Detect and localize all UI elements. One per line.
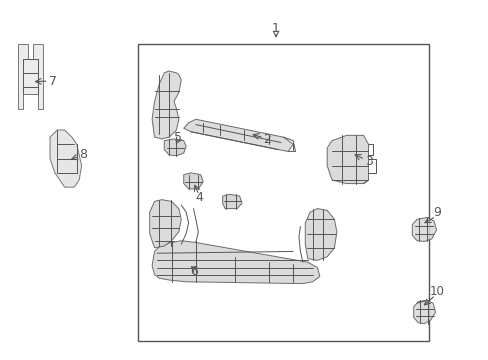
Polygon shape [326,135,368,184]
Polygon shape [149,200,181,248]
Polygon shape [50,130,81,187]
Polygon shape [19,44,42,109]
Text: 7: 7 [49,75,57,87]
Text: 9: 9 [433,206,441,219]
Polygon shape [305,208,336,260]
Text: 4: 4 [195,192,203,204]
Polygon shape [413,300,435,324]
Polygon shape [152,71,181,139]
Text: 8: 8 [79,148,87,162]
Polygon shape [164,139,186,156]
Text: 10: 10 [429,285,444,298]
Text: 6: 6 [190,265,198,278]
Text: 1: 1 [272,22,280,35]
Polygon shape [183,119,292,152]
Text: 2: 2 [263,133,271,146]
Polygon shape [183,173,203,189]
Bar [137,44,428,341]
Polygon shape [411,217,436,242]
Text: 3: 3 [364,154,372,167]
Polygon shape [222,194,242,208]
Polygon shape [152,241,319,284]
Text: 5: 5 [174,131,182,144]
